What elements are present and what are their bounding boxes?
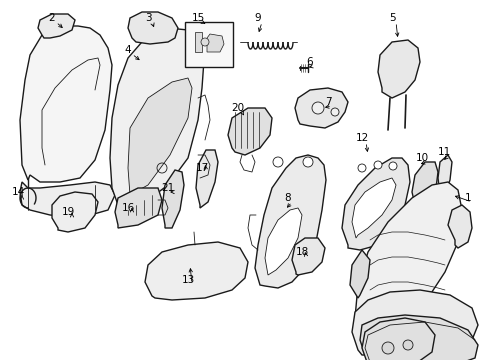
Polygon shape (162, 170, 183, 228)
Circle shape (201, 38, 208, 46)
Circle shape (402, 340, 412, 350)
Polygon shape (291, 238, 325, 275)
Text: 12: 12 (355, 133, 368, 143)
Polygon shape (341, 158, 409, 250)
Circle shape (381, 342, 393, 354)
Text: 6: 6 (306, 57, 313, 67)
Polygon shape (196, 150, 218, 208)
Text: 15: 15 (191, 13, 204, 23)
Text: 14: 14 (11, 187, 24, 197)
Text: 2: 2 (49, 13, 55, 23)
Polygon shape (195, 32, 202, 52)
Polygon shape (351, 290, 477, 355)
Text: 21: 21 (161, 183, 174, 193)
Circle shape (388, 162, 396, 170)
Text: 20: 20 (231, 103, 244, 113)
Polygon shape (115, 188, 162, 228)
Circle shape (330, 108, 338, 116)
Text: 4: 4 (124, 45, 131, 55)
Circle shape (303, 157, 312, 167)
Polygon shape (377, 40, 419, 98)
Polygon shape (110, 28, 203, 205)
Polygon shape (145, 242, 247, 300)
Text: 16: 16 (121, 203, 134, 213)
Polygon shape (294, 88, 347, 128)
Polygon shape (20, 26, 112, 182)
Polygon shape (359, 315, 477, 360)
Text: 10: 10 (415, 153, 427, 163)
Polygon shape (349, 250, 369, 298)
Text: 19: 19 (61, 207, 75, 217)
Text: 1: 1 (464, 193, 470, 203)
Text: 8: 8 (284, 193, 291, 203)
Polygon shape (361, 318, 434, 360)
Polygon shape (128, 12, 178, 44)
Text: 3: 3 (144, 13, 151, 23)
Text: 5: 5 (388, 13, 394, 23)
Polygon shape (128, 78, 192, 195)
Polygon shape (411, 162, 437, 210)
Text: 13: 13 (181, 275, 194, 285)
Polygon shape (354, 182, 461, 348)
Circle shape (311, 102, 324, 114)
Bar (184, 22, 232, 67)
Polygon shape (20, 182, 115, 218)
Polygon shape (447, 205, 471, 248)
Circle shape (357, 164, 365, 172)
Text: 17: 17 (195, 163, 208, 173)
Polygon shape (227, 108, 271, 155)
Text: 9: 9 (254, 13, 261, 23)
Polygon shape (206, 34, 224, 52)
Text: 7: 7 (324, 97, 331, 107)
Polygon shape (52, 192, 98, 232)
Text: 11: 11 (436, 147, 450, 157)
Polygon shape (254, 155, 325, 288)
Circle shape (373, 161, 381, 169)
Polygon shape (264, 208, 302, 275)
Polygon shape (437, 155, 451, 198)
Polygon shape (38, 14, 75, 38)
Polygon shape (351, 178, 395, 238)
Text: 18: 18 (295, 247, 308, 257)
Circle shape (272, 157, 283, 167)
